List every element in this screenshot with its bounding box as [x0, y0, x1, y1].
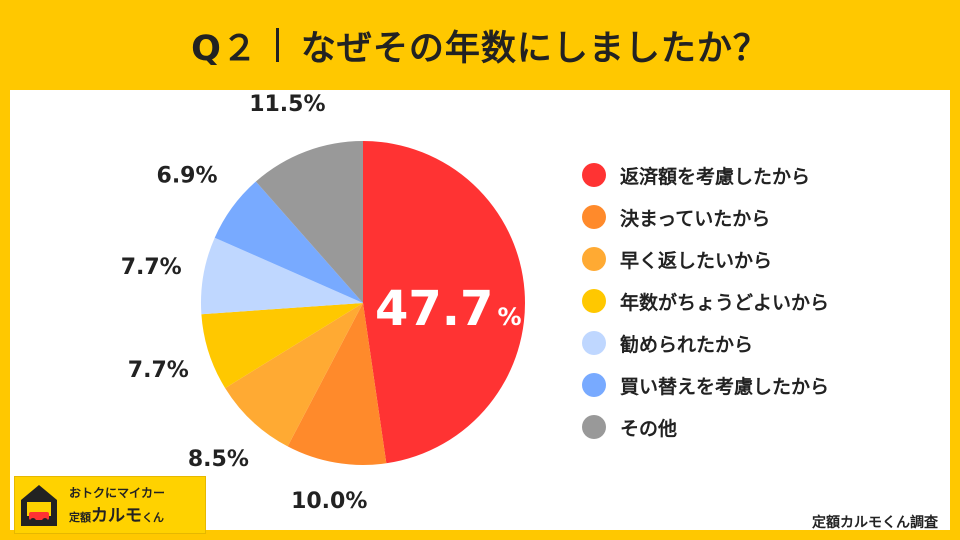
legend-item: 勧められたから [582, 322, 829, 364]
chart-title: Q２ なぜその年数にしましたか？ [0, 0, 960, 90]
brand-logo: おトクにマイカー 定額カルモくん [14, 476, 206, 534]
pie-chart: 47.7 % 10.0% 8.5% 7.7% 7.7% 6.9% 11.5% [121, 92, 525, 514]
logo-tagline: おトクにマイカー [69, 486, 166, 500]
chart-panel: 47.7% 10.0% 8.5% 7.7% 7.7% 6.9% 11.5% 返済額を考慮した… [10, 90, 950, 530]
logo-wordmark: 定額カルモくん [69, 501, 165, 526]
legend-swatch [582, 331, 606, 355]
legend-swatch [582, 247, 606, 271]
legend-swatch [582, 205, 606, 229]
legend-label: 早く返したいから [620, 249, 773, 272]
data-label: 8.5% [188, 447, 249, 472]
legend-label: 返済額を考慮したから [620, 165, 811, 188]
logo-prefix: 定額 [69, 511, 91, 524]
legend-swatch [582, 163, 606, 187]
legend: 返済額を考慮したから 決まっていたから 早く返したいから年数がちょうどよいから 勧めら… [582, 154, 829, 448]
pie-slice [287, 303, 387, 465]
data-label: 6.9% [157, 163, 218, 188]
legend-swatch [582, 289, 606, 313]
data-label: 11.5% [249, 92, 325, 117]
car-house-icon [21, 485, 57, 526]
logo-name: カルモ [91, 506, 142, 526]
legend-item: 年数がちょうどよいから [582, 280, 829, 322]
data-label: 10.0% [291, 489, 367, 514]
legend-item: 決まっていたから [582, 196, 829, 238]
legend-label: 年数がちょうどよいから [620, 291, 830, 314]
legend-item: 買い替えを考慮したから [582, 364, 829, 406]
data-label: 7.7% [121, 255, 182, 280]
legend-item: その他 [582, 406, 829, 448]
pie-slice [363, 141, 525, 464]
title-divider [275, 28, 279, 62]
legend-label: 買い替えを考慮したから [620, 375, 830, 398]
legend-item: 返済額を考慮したから [582, 154, 829, 196]
legend-item: 早く返したいから [582, 238, 829, 280]
legend-label: 決まっていたから [620, 207, 771, 230]
legend-label: 勧められたから [620, 333, 754, 356]
legend-label: その他 [620, 417, 678, 440]
data-label: 7.7% [128, 358, 189, 383]
question-number: Q２ [191, 28, 258, 69]
legend-swatch [582, 415, 606, 439]
data-label-main: 47.7% [375, 281, 521, 337]
logo-suffix: くん [142, 511, 164, 524]
pie-slice [201, 237, 363, 315]
question-text: なぜその年数にしましたか？ [300, 28, 769, 69]
legend-swatch [582, 373, 606, 397]
pie-slice [214, 181, 363, 303]
source-note: 定額カルモくん調査 [812, 515, 938, 531]
pie-slice [201, 303, 363, 389]
pie-slice [255, 141, 363, 303]
pie-slice [225, 303, 363, 447]
